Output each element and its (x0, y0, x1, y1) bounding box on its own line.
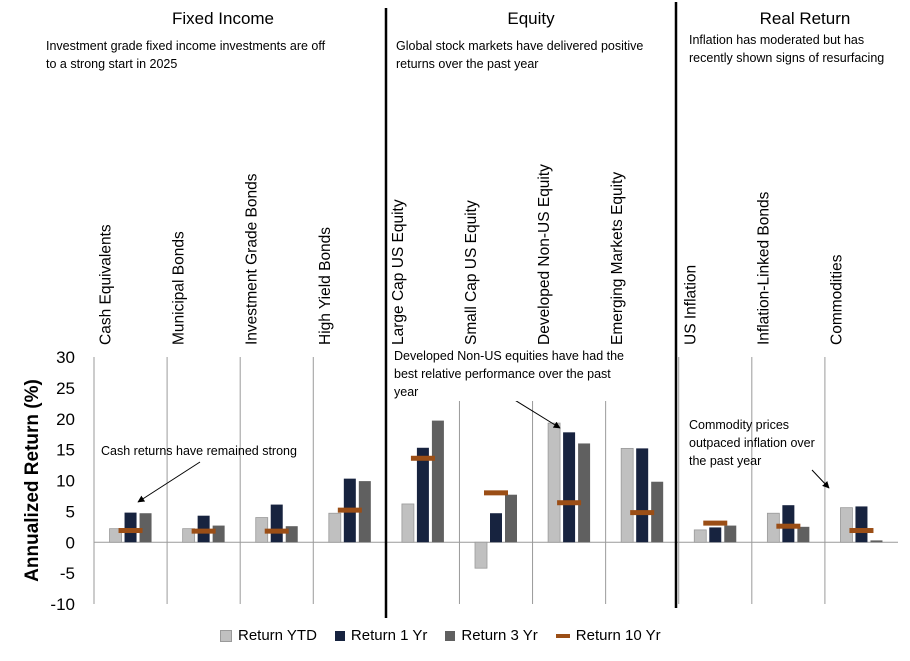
category-label: Large Cap US Equity (390, 199, 407, 345)
bar-3yr (358, 481, 371, 543)
bar-ytd (840, 507, 853, 543)
legend-item-1yr: Return 1 Yr (334, 627, 428, 644)
section-title-equity: Equity (507, 9, 555, 28)
legend-label: Return 10 Yr (575, 627, 661, 644)
legend: Return YTD Return 1 Yr Return 3 Yr Retur… (220, 627, 679, 644)
category-label: Emerging Markets Equity (609, 172, 626, 345)
bar-1yr (636, 448, 649, 543)
category-label: Small Cap US Equity (463, 200, 480, 345)
annotation-arrow-cash (137, 461, 201, 503)
bar-1yr (563, 432, 576, 543)
legend-swatch-ytd (220, 629, 232, 642)
bar-1yr (124, 512, 137, 543)
category-label: Inflation-Linked Bonds (755, 191, 772, 345)
bar-3yr (578, 443, 591, 543)
y-axis-label: Annualized Return (%) (22, 379, 43, 582)
category-label: Cash Equivalents (98, 224, 115, 345)
desc-line: to a strong start in 2025 (46, 57, 178, 71)
bar-3yr (505, 494, 517, 543)
bar-3yr (285, 526, 298, 543)
annotation-developed: Developed Non-US equities have had the b… (394, 347, 625, 401)
y-tick-label: 30 (56, 348, 75, 367)
bar-3yr (212, 525, 225, 543)
y-tick-label: 20 (56, 410, 75, 429)
bar-ytd (474, 541, 488, 569)
bar-3yr (870, 540, 883, 543)
bar-1yr (490, 513, 502, 543)
annotation-cash: Cash returns have remained strong (101, 444, 297, 458)
legend-swatch-3yr (445, 630, 456, 641)
marker-10yr (557, 500, 582, 506)
section-desc-fixed-income: Investment grade fixed income investment… (46, 37, 325, 73)
section-desc-real-return: Inflation has moderated but has recently… (689, 31, 884, 67)
desc-line: recently shown signs of resurfacing (689, 51, 885, 65)
category-label: US Inflation (682, 265, 699, 345)
marker-10yr (118, 528, 143, 534)
annotation-arrow-commodity (811, 469, 830, 489)
y-tick-label: 25 (56, 379, 75, 398)
section-desc-equity: Global stock markets have delivered posi… (396, 37, 643, 73)
y-tick-label: 10 (56, 472, 75, 491)
bar-3yr (797, 526, 810, 543)
annotation-commodity: Commodity prices outpaced inflation over… (689, 416, 815, 470)
bar-3yr (431, 420, 444, 543)
marker-10yr (410, 455, 435, 461)
annotation-line: year (394, 385, 419, 399)
category-label: Investment Grade Bonds (244, 173, 261, 345)
legend-label: Return 1 Yr (350, 627, 428, 644)
bar-3yr (651, 481, 664, 543)
bar-ytd (547, 422, 561, 543)
legend-label: Return YTD (238, 627, 317, 644)
bar-1yr (270, 504, 283, 543)
annotation-line: the past year (689, 454, 762, 468)
desc-line: Inflation has moderated but has (689, 33, 865, 47)
category-label: Developed Non-US Equity (536, 164, 553, 345)
annotation-line: best relative performance over the past (394, 367, 611, 381)
bar-3yr (724, 525, 737, 543)
marker-10yr (630, 510, 655, 516)
bar-1yr (416, 447, 429, 543)
legend-item-10yr: Return 10 Yr (555, 627, 661, 644)
y-tick-label: 5 (66, 502, 75, 521)
category-label: Commodities (828, 254, 845, 345)
category-label: Municipal Bonds (171, 231, 188, 345)
annotation-line: outpaced inflation over (689, 436, 815, 450)
legend-item-ytd: Return YTD (220, 627, 317, 644)
marker-10yr (264, 528, 289, 534)
bar-ytd (328, 512, 342, 543)
desc-line: Investment grade fixed income investment… (46, 39, 326, 53)
section-title-fixed-income: Fixed Income (171, 9, 275, 28)
y-tick-label: 0 (66, 533, 75, 552)
marker-10yr (337, 507, 362, 513)
marker-10yr (849, 528, 874, 534)
y-tick-label: 15 (56, 441, 75, 460)
bar-1yr (709, 527, 722, 543)
desc-line: Global stock markets have delivered posi… (396, 39, 644, 53)
category-label: High Yield Bonds (317, 227, 334, 345)
marker-10yr (484, 490, 508, 496)
marker-10yr (776, 523, 801, 529)
annotation-line: Commodity prices (689, 418, 790, 432)
y-tick-label: -10 (50, 595, 75, 614)
bar-ytd (401, 503, 415, 543)
legend-item-3yr: Return 3 Yr (445, 627, 538, 644)
marker-10yr (191, 528, 216, 534)
bar-1yr (855, 506, 868, 543)
bar-ytd (693, 529, 707, 543)
y-tick-label: -5 (60, 564, 75, 583)
bar-3yr (139, 513, 152, 543)
legend-swatch-1yr (334, 630, 345, 641)
bar-ytd (620, 447, 634, 543)
section-title-real-return: Real Return (759, 9, 851, 28)
marker-10yr (703, 520, 728, 526)
desc-line: returns over the past year (396, 57, 539, 71)
legend-swatch-10yr (555, 633, 570, 638)
legend-label: Return 3 Yr (461, 627, 538, 644)
annotation-line: Developed Non-US equities have had the (394, 349, 625, 363)
